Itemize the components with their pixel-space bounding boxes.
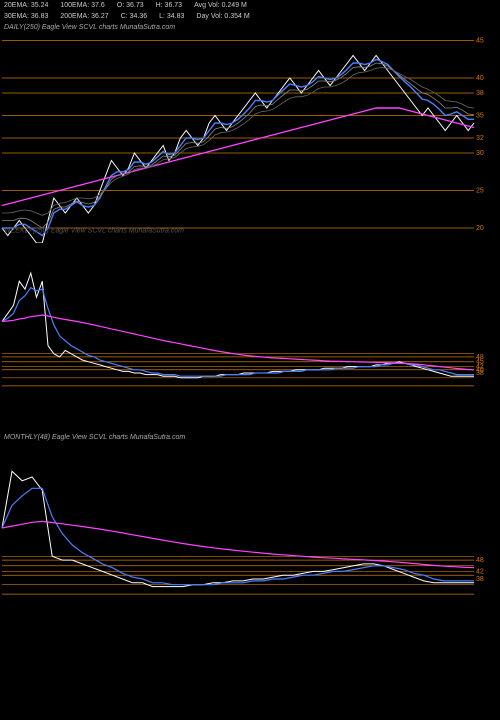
axis-label: 40 [476,75,484,82]
chart-svg-1: 4845424038 [0,257,500,402]
series-ema-mid2 [2,68,474,216]
axis-label: 32 [476,135,484,142]
axis-label: 35 [476,113,484,120]
stats-row-2: 30EMA: 36.83 200EMA: 36.27 C: 34.36 L: 3… [0,11,500,22]
dayvol: Day Vol: 0.354 M [196,13,249,20]
low: L: 34.83 [159,13,184,20]
open: O: 36.73 [117,2,144,9]
chart-svg-2: 48 4238 [0,443,500,613]
close: C: 34.36 [121,13,147,20]
ema200: 200EMA: 36.27 [60,13,108,20]
ema100: 100EMA: 37.6 [60,2,104,9]
series-ema-short [2,488,474,584]
chart-panel-1: 4845424038 [0,253,500,402]
chart-title-2: MONTHLY(48) Eagle View SCVL charts Munaf… [0,432,500,443]
axis-label: 42 [476,568,484,575]
series-ema-mid1 [2,63,474,228]
axis-label: 38 [476,90,484,97]
charts-root: DAILY(250) Eagle View SCVL charts Munafa… [0,22,500,643]
chart-panel-0: DAILY(250) Eagle View SCVL charts Munafa… [0,22,500,243]
avgvol: Avg Vol: 0.249 M [194,2,247,9]
axis-label: 38 [476,576,484,583]
stats-row-1: 20EMA: 35.24 100EMA: 37.6 O: 36.73 H: 36… [0,0,500,11]
chart-panel-2: MONTHLY(48) Eagle View SCVL charts Munaf… [0,432,500,613]
series-price [2,273,474,378]
axis-label: 30 [476,150,484,157]
ema30: 30EMA: 36.83 [4,13,48,20]
series-price [2,56,474,244]
series-ema-short [2,59,474,235]
axis-label: 25 [476,188,484,195]
chart-svg-0: 20 25 30 32 35 38 40 45 WEEKLY(250) Eagle View S… [0,33,500,243]
axis-label: 20 [476,225,484,232]
chart-title-0: DAILY(250) Eagle View SCVL charts Munafa… [0,22,500,33]
axis-label: 38 [476,370,484,377]
overlay-watermark: WEEKLY(250) Eagle View SCVL charts Munaf… [4,228,184,235]
axis-label: 48 [476,557,484,564]
ema20: 20EMA: 35.24 [4,2,48,9]
axis-label: 45 [476,38,484,45]
high: H: 36.73 [156,2,182,9]
